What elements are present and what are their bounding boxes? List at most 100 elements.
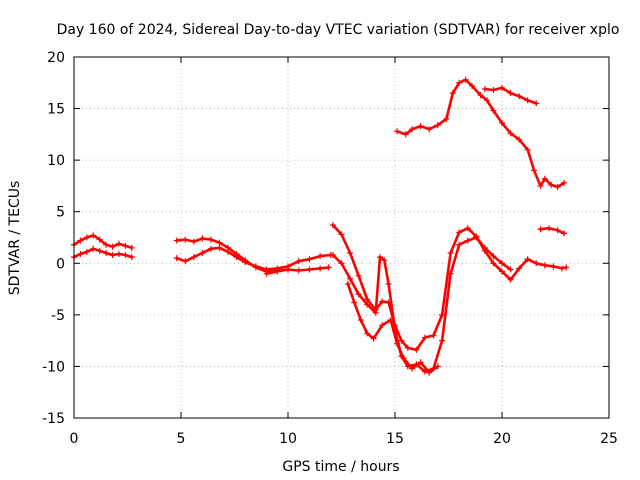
data-point bbox=[77, 251, 84, 258]
data-point bbox=[83, 234, 90, 241]
data-point bbox=[385, 280, 392, 287]
data-point bbox=[216, 244, 223, 251]
data-point bbox=[409, 126, 416, 133]
y-tick-labels: -15 -10 -5 0 5 10 15 20 bbox=[42, 50, 65, 427]
data-point bbox=[295, 258, 302, 265]
data-point bbox=[381, 257, 388, 264]
data-point bbox=[430, 332, 437, 339]
series-arc-g bbox=[537, 225, 568, 237]
data-point bbox=[355, 272, 362, 279]
series-arc-a2 bbox=[71, 245, 135, 261]
data-point bbox=[379, 298, 386, 305]
data-point bbox=[499, 84, 505, 91]
data-point bbox=[338, 260, 345, 267]
data-point bbox=[473, 234, 480, 241]
data-point bbox=[462, 76, 469, 83]
data-point bbox=[173, 237, 180, 244]
data-point bbox=[400, 355, 407, 362]
data-point bbox=[409, 365, 416, 372]
data-point bbox=[182, 236, 189, 243]
data-point bbox=[563, 264, 570, 271]
data-point bbox=[490, 107, 497, 114]
series-line bbox=[539, 226, 566, 235]
data-point bbox=[464, 237, 471, 244]
data-point bbox=[338, 231, 345, 238]
data-point bbox=[96, 247, 103, 254]
data-point bbox=[233, 254, 240, 261]
data-point bbox=[398, 337, 405, 344]
y-tick-label: 15 bbox=[47, 102, 65, 118]
data-point bbox=[377, 254, 384, 261]
data-point bbox=[394, 128, 401, 135]
data-point bbox=[115, 251, 122, 258]
y-tick-label: 0 bbox=[56, 256, 65, 272]
data-point bbox=[77, 237, 84, 244]
x-tick-labels: 0 5 10 15 20 25 bbox=[70, 431, 618, 447]
x-tick-label: 15 bbox=[386, 431, 404, 447]
y-tick-label: 10 bbox=[47, 153, 65, 169]
data-point bbox=[274, 268, 281, 275]
series-line bbox=[72, 247, 134, 259]
data-point bbox=[490, 253, 497, 260]
series-line bbox=[331, 223, 568, 352]
data-point bbox=[285, 266, 291, 273]
data-point bbox=[370, 335, 377, 342]
series-arc-d3 bbox=[344, 280, 441, 376]
y-axis-label: SDTVAR / TECUs bbox=[7, 181, 23, 296]
data-point bbox=[417, 359, 424, 366]
data-point bbox=[83, 248, 90, 255]
y-tick-label: 20 bbox=[47, 50, 65, 66]
data-point bbox=[325, 264, 332, 271]
data-point bbox=[550, 263, 557, 270]
data-point bbox=[434, 363, 441, 370]
data-point bbox=[426, 369, 433, 376]
series-line bbox=[72, 234, 134, 250]
data-point bbox=[421, 334, 428, 341]
data-point bbox=[199, 235, 206, 242]
data-point bbox=[447, 249, 454, 256]
data-point bbox=[347, 275, 354, 282]
data-point bbox=[499, 120, 505, 127]
data-point bbox=[524, 256, 531, 263]
data-point bbox=[546, 225, 553, 232]
data-point bbox=[456, 229, 463, 236]
x-tick-label: 5 bbox=[177, 431, 186, 447]
data-point bbox=[464, 225, 471, 232]
data-point bbox=[379, 322, 386, 329]
data-point bbox=[554, 183, 561, 190]
data-point bbox=[507, 266, 514, 273]
data-point bbox=[295, 267, 302, 274]
x-tick-label: 0 bbox=[70, 431, 79, 447]
data-point bbox=[516, 265, 523, 272]
data-point bbox=[533, 260, 540, 267]
data-point bbox=[524, 146, 531, 153]
plot-frame bbox=[73, 56, 610, 419]
data-point bbox=[96, 236, 103, 243]
data-point bbox=[190, 238, 197, 245]
series-arc-a1 bbox=[71, 232, 135, 251]
data-point bbox=[109, 252, 116, 259]
data-point bbox=[90, 245, 97, 252]
data-point bbox=[329, 252, 336, 259]
y-tick-label: -10 bbox=[42, 359, 65, 375]
data-point bbox=[173, 255, 180, 262]
data-point bbox=[263, 270, 270, 277]
data-point bbox=[372, 309, 379, 316]
data-point bbox=[351, 299, 358, 306]
series-arc-b2 bbox=[173, 244, 334, 273]
data-point bbox=[347, 249, 354, 256]
data-point bbox=[541, 262, 548, 269]
data-point bbox=[252, 263, 259, 270]
data-point bbox=[516, 93, 523, 100]
data-point bbox=[561, 179, 568, 186]
data-point bbox=[394, 340, 401, 347]
data-point bbox=[317, 253, 324, 260]
ticks bbox=[73, 56, 610, 419]
data-point bbox=[447, 270, 454, 277]
data-point bbox=[481, 244, 488, 251]
data-point bbox=[122, 242, 129, 249]
data-point bbox=[554, 227, 561, 234]
x-tick-label: 10 bbox=[279, 431, 297, 447]
data-point bbox=[122, 252, 129, 259]
